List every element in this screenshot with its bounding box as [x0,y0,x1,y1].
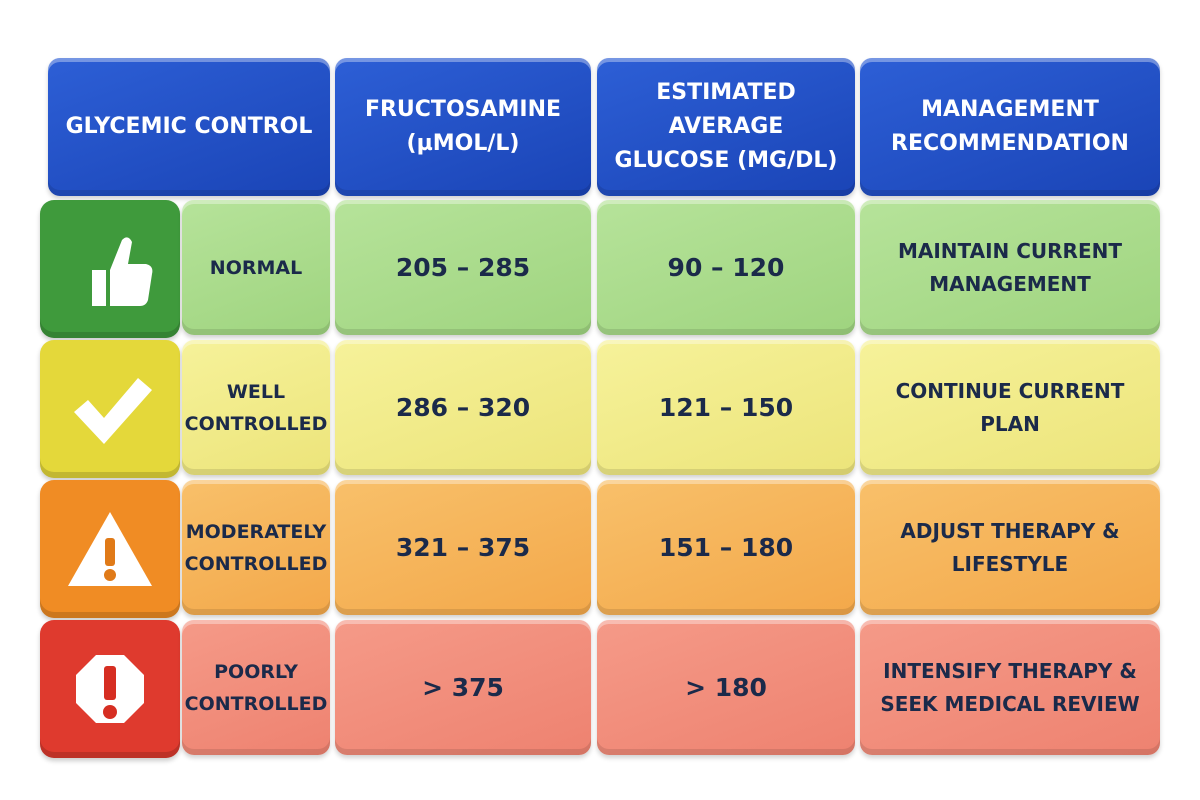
recommendation-cell: INTENSIFY THERAPY & SEEK MEDICAL REVIEW [860,620,1160,755]
check-icon [40,340,180,478]
fructosamine-cell: > 375 [335,620,591,755]
status-cell: WELL CONTROLLED [182,340,330,475]
status-cell: MODERATELY CONTROLLED [182,480,330,615]
fructosamine-cell: 205 – 285 [335,200,591,335]
status-cell: NORMAL [182,200,330,335]
fructosamine-cell: 321 – 375 [335,480,591,615]
warning-icon [40,480,180,618]
glucose-cell: 90 – 120 [597,200,855,335]
header-cell: ESTIMATED AVERAGE GLUCOSE (MG/DL) [597,58,855,196]
glucose-cell: 121 – 150 [597,340,855,475]
thumbs-up-icon [40,200,180,338]
header-cell: FRUCTOSAMINE (µMOL/L) [335,58,591,196]
recommendation-cell: MAINTAIN CURRENT MANAGEMENT [860,200,1160,335]
recommendation-cell: CONTINUE CURRENT PLAN [860,340,1160,475]
recommendation-cell: ADJUST THERAPY & LIFESTYLE [860,480,1160,615]
status-cell: POORLY CONTROLLED [182,620,330,755]
glucose-cell: 151 – 180 [597,480,855,615]
fructosamine-cell: 286 – 320 [335,340,591,475]
alert-icon [40,620,180,758]
header-cell: GLYCEMIC CONTROL [48,58,330,196]
header-cell: MANAGEMENT RECOMMENDATION [860,58,1160,196]
glucose-cell: > 180 [597,620,855,755]
